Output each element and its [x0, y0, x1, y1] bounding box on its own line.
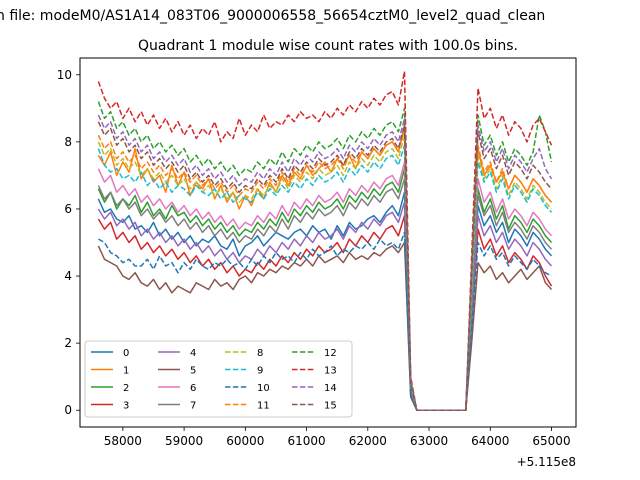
x-offset-text: +5.115e8 [517, 455, 576, 469]
x-tick-label: 62000 [349, 434, 387, 448]
y-tick-label: 6 [64, 202, 72, 216]
legend-label-11: 11 [257, 401, 270, 412]
x-tick-label: 63000 [410, 434, 448, 448]
y-tick-label: 4 [64, 269, 72, 283]
legend-label-6: 6 [190, 383, 196, 394]
series-line-4 [97, 201, 553, 411]
x-tick-label: 64000 [471, 434, 509, 448]
x-tick-label: 60000 [226, 434, 264, 448]
x-tick-label: 65000 [532, 434, 570, 448]
series-line-9 [97, 144, 553, 411]
y-tick-label: 8 [64, 135, 72, 149]
legend-label-2: 2 [123, 383, 129, 394]
legend-label-9: 9 [257, 366, 263, 377]
series-line-7 [97, 178, 553, 411]
y-tick-label: 10 [57, 68, 72, 82]
figure-suptitle: n file: modeM0/AS1A14_083T06_9000006558_… [0, 8, 545, 24]
legend-label-1: 1 [123, 366, 129, 377]
series-line-5 [97, 241, 553, 411]
y-tick-label: 0 [64, 403, 72, 417]
series-line-13 [97, 70, 553, 411]
legend-label-4: 4 [190, 348, 196, 359]
series-line-10 [98, 231, 552, 411]
chart-title: Quadrant 1 module wise count rates with … [138, 38, 518, 54]
legend-label-10: 10 [257, 383, 270, 394]
series-line-15 [97, 121, 553, 411]
legend-label-14: 14 [324, 383, 337, 394]
legend-label-8: 8 [257, 348, 263, 359]
x-tick-label: 59000 [165, 434, 203, 448]
legend-label-0: 0 [123, 348, 129, 359]
x-tick-label: 61000 [287, 434, 325, 448]
series-layer [97, 70, 553, 411]
legend-label-13: 13 [324, 366, 337, 377]
plot-frame [79, 57, 577, 428]
series-line-6 [97, 161, 553, 411]
y-tick-label: 2 [64, 336, 72, 350]
legend-label-12: 12 [324, 348, 337, 359]
axis-ticks: 58000 59000 60000 61000 62000 63000 64000 65000… [57, 68, 571, 448]
legend-label-5: 5 [190, 366, 196, 377]
legend-box [84, 340, 353, 418]
x-tick-label: 58000 [104, 434, 142, 448]
legend-label-7: 7 [190, 401, 196, 412]
legend-label-3: 3 [123, 401, 129, 412]
legend-label-15: 15 [324, 401, 337, 412]
